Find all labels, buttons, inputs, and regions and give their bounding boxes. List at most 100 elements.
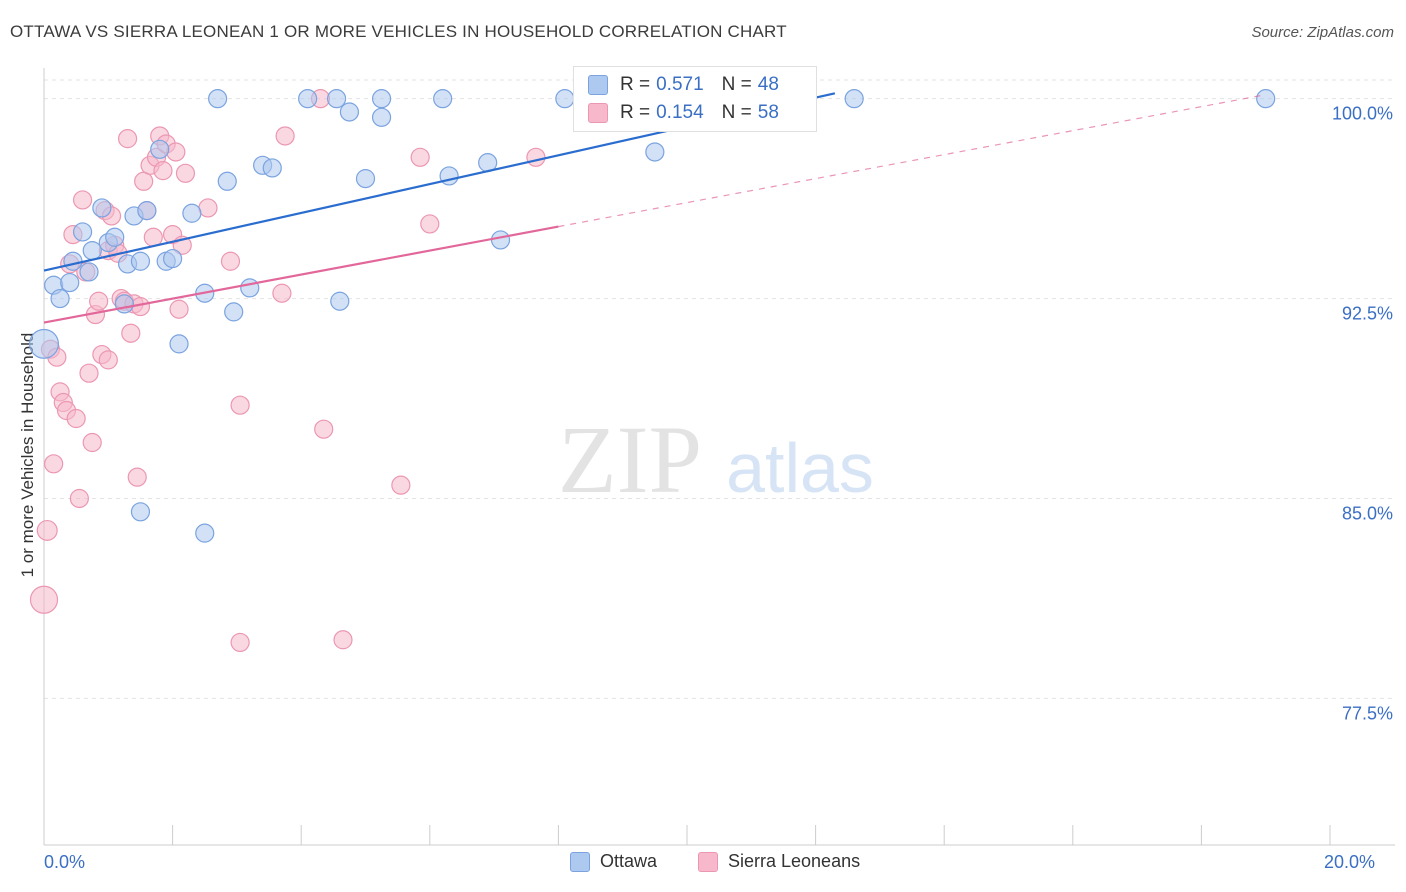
sierra-point [89, 291, 109, 311]
legend-r-value-sierra: 0.154 [656, 102, 704, 123]
y-tick-label: 92.5% [1342, 304, 1393, 324]
legend-label-ottawa: Ottawa [600, 851, 658, 871]
legend-swatch-ottawa [570, 851, 590, 872]
ottawa-point [130, 502, 151, 522]
sierra-point [82, 432, 102, 453]
legend-item-ottawa[interactable]: Ottawa [570, 851, 657, 872]
ottawa-point [105, 227, 125, 247]
y-tick-label: 100.0% [1332, 104, 1393, 124]
legend-row-sierra: R = 0.154 N = 58 [588, 99, 779, 127]
ottawa-point [114, 294, 134, 314]
sierra-point [169, 299, 189, 319]
sierra-point [220, 251, 241, 271]
x-tick-max: 20.0% [1324, 852, 1376, 872]
sierra-point [153, 161, 173, 181]
sierra-point [198, 198, 218, 218]
sierra-point [275, 126, 295, 146]
ottawa-point [208, 89, 228, 109]
sierra-point [79, 363, 99, 383]
ottawa-point [262, 158, 282, 178]
ottawa-point [195, 523, 215, 543]
sierra-point [44, 454, 64, 474]
watermark-atlas: atlas [726, 429, 874, 507]
chart-title: OTTAWA VS SIERRA LEONEAN 1 OR MORE VEHIC… [10, 22, 787, 41]
ottawa-point [82, 240, 102, 261]
ottawa-point [844, 89, 864, 109]
ottawa-point [355, 169, 376, 189]
ottawa-point [29, 328, 59, 359]
sierra-point [175, 163, 196, 183]
sierra-points [29, 89, 546, 653]
gridlines [44, 79, 1395, 699]
sierra-point [69, 488, 89, 509]
ottawa-point [330, 291, 350, 311]
ottawa-point [371, 89, 392, 109]
ottawa-point [72, 222, 93, 242]
x-tick-min: 0.0% [44, 852, 86, 872]
sierra-point [166, 142, 186, 162]
ottawa-point [150, 139, 170, 159]
ottawa-point [645, 142, 665, 162]
sierra-point [230, 632, 250, 653]
sierra-point [134, 171, 154, 191]
y-tick-label: 85.0% [1342, 503, 1393, 523]
legend-swatch-sierra [698, 851, 718, 872]
legend-row-ottawa: R = 0.571 N = 48 [588, 71, 779, 99]
sierra-point [230, 395, 250, 415]
ottawa-point [298, 89, 318, 109]
ottawa-point [217, 171, 237, 191]
legend-n-label: N = [721, 74, 752, 95]
ottawa-point [63, 251, 83, 271]
legend-n-value-ottawa: 48 [757, 74, 779, 95]
legend-r-label: R = [620, 102, 651, 123]
sierra-point [36, 519, 58, 541]
ottawa-point [339, 102, 360, 122]
watermark-zip: ZIP [558, 406, 702, 513]
sierra-trend-line [43, 225, 559, 324]
ottawa-point [433, 89, 453, 109]
sierra-point [117, 129, 138, 149]
legend-r-value-ottawa: 0.571 [656, 74, 704, 95]
ottawa-point [224, 302, 244, 322]
ottawa-point [326, 89, 347, 109]
sierra-point [526, 147, 546, 167]
ottawa-point [50, 288, 70, 309]
ottawa-point [371, 107, 392, 127]
ottawa-point [490, 230, 511, 250]
ottawa-point [169, 334, 189, 354]
sierra-point [66, 408, 86, 429]
sierra-point [314, 419, 334, 439]
legend-swatch-sierra [588, 103, 608, 123]
sierra-point [333, 630, 353, 650]
ottawa-point [92, 198, 112, 218]
legend-n-label: N = [721, 102, 752, 123]
ottawa-point [1256, 89, 1276, 109]
y-tick-label: 77.5% [1342, 703, 1393, 723]
ottawa-point [60, 272, 80, 293]
legend-label-sierra: Sierra Leoneans [728, 851, 861, 871]
sierra-point [29, 585, 59, 614]
source-label: Source: ZipAtlas.com [1251, 24, 1394, 41]
sierra-point [121, 323, 141, 343]
ottawa-point [555, 89, 575, 109]
ottawa-point [163, 248, 183, 269]
correlation-legend: R = 0.571 N = 48 R = 0.154 N = 58 [573, 66, 817, 132]
ottawa-point [137, 201, 157, 221]
ottawa-point [240, 278, 260, 298]
ottawa-point [130, 251, 151, 271]
sierra-point [420, 214, 440, 234]
sierra-point [391, 475, 411, 495]
sierra-point [72, 190, 93, 210]
legend-n-value-sierra: 58 [757, 102, 779, 123]
ottawa-point [79, 262, 99, 282]
sierra-point [410, 147, 430, 167]
ottawa-point [182, 203, 202, 223]
legend-r-label: R = [620, 74, 651, 95]
sierra-point [272, 283, 292, 303]
sierra-point [127, 467, 147, 487]
legend-swatch-ottawa [588, 75, 608, 95]
y-tick-labels: 100.0% 92.5% 85.0% 77.5% [1332, 104, 1393, 724]
sierra-point [98, 350, 118, 370]
legend-item-sierra[interactable]: Sierra Leoneans [698, 851, 860, 872]
